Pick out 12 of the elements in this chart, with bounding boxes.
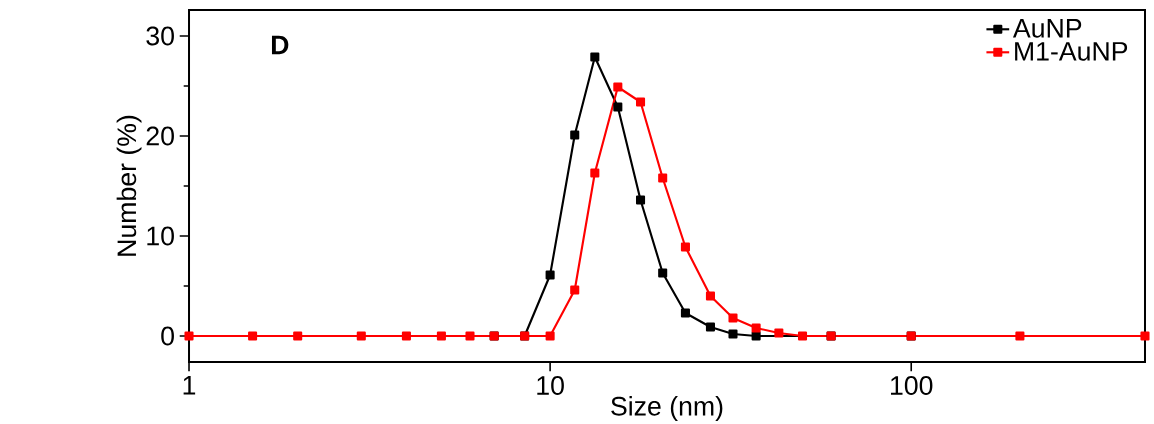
legend-label: M1-AuNP (1015, 42, 1128, 61)
annotation: D (271, 35, 289, 55)
x-axis-title: Size (nm) (611, 396, 723, 421)
x-tick-label: 1 (183, 376, 196, 395)
x-tick-label: 100 (891, 376, 933, 395)
y-tick-label: 20 (146, 126, 174, 146)
y-tick-label: 0 (161, 326, 174, 346)
y-tick-label: 10 (147, 226, 174, 246)
y-axis-title: Number (%) (116, 115, 142, 256)
legend-label: AuNP (1012, 19, 1082, 38)
y-tick-label: 30 (146, 26, 174, 46)
x-tick-label: 10 (537, 376, 564, 395)
